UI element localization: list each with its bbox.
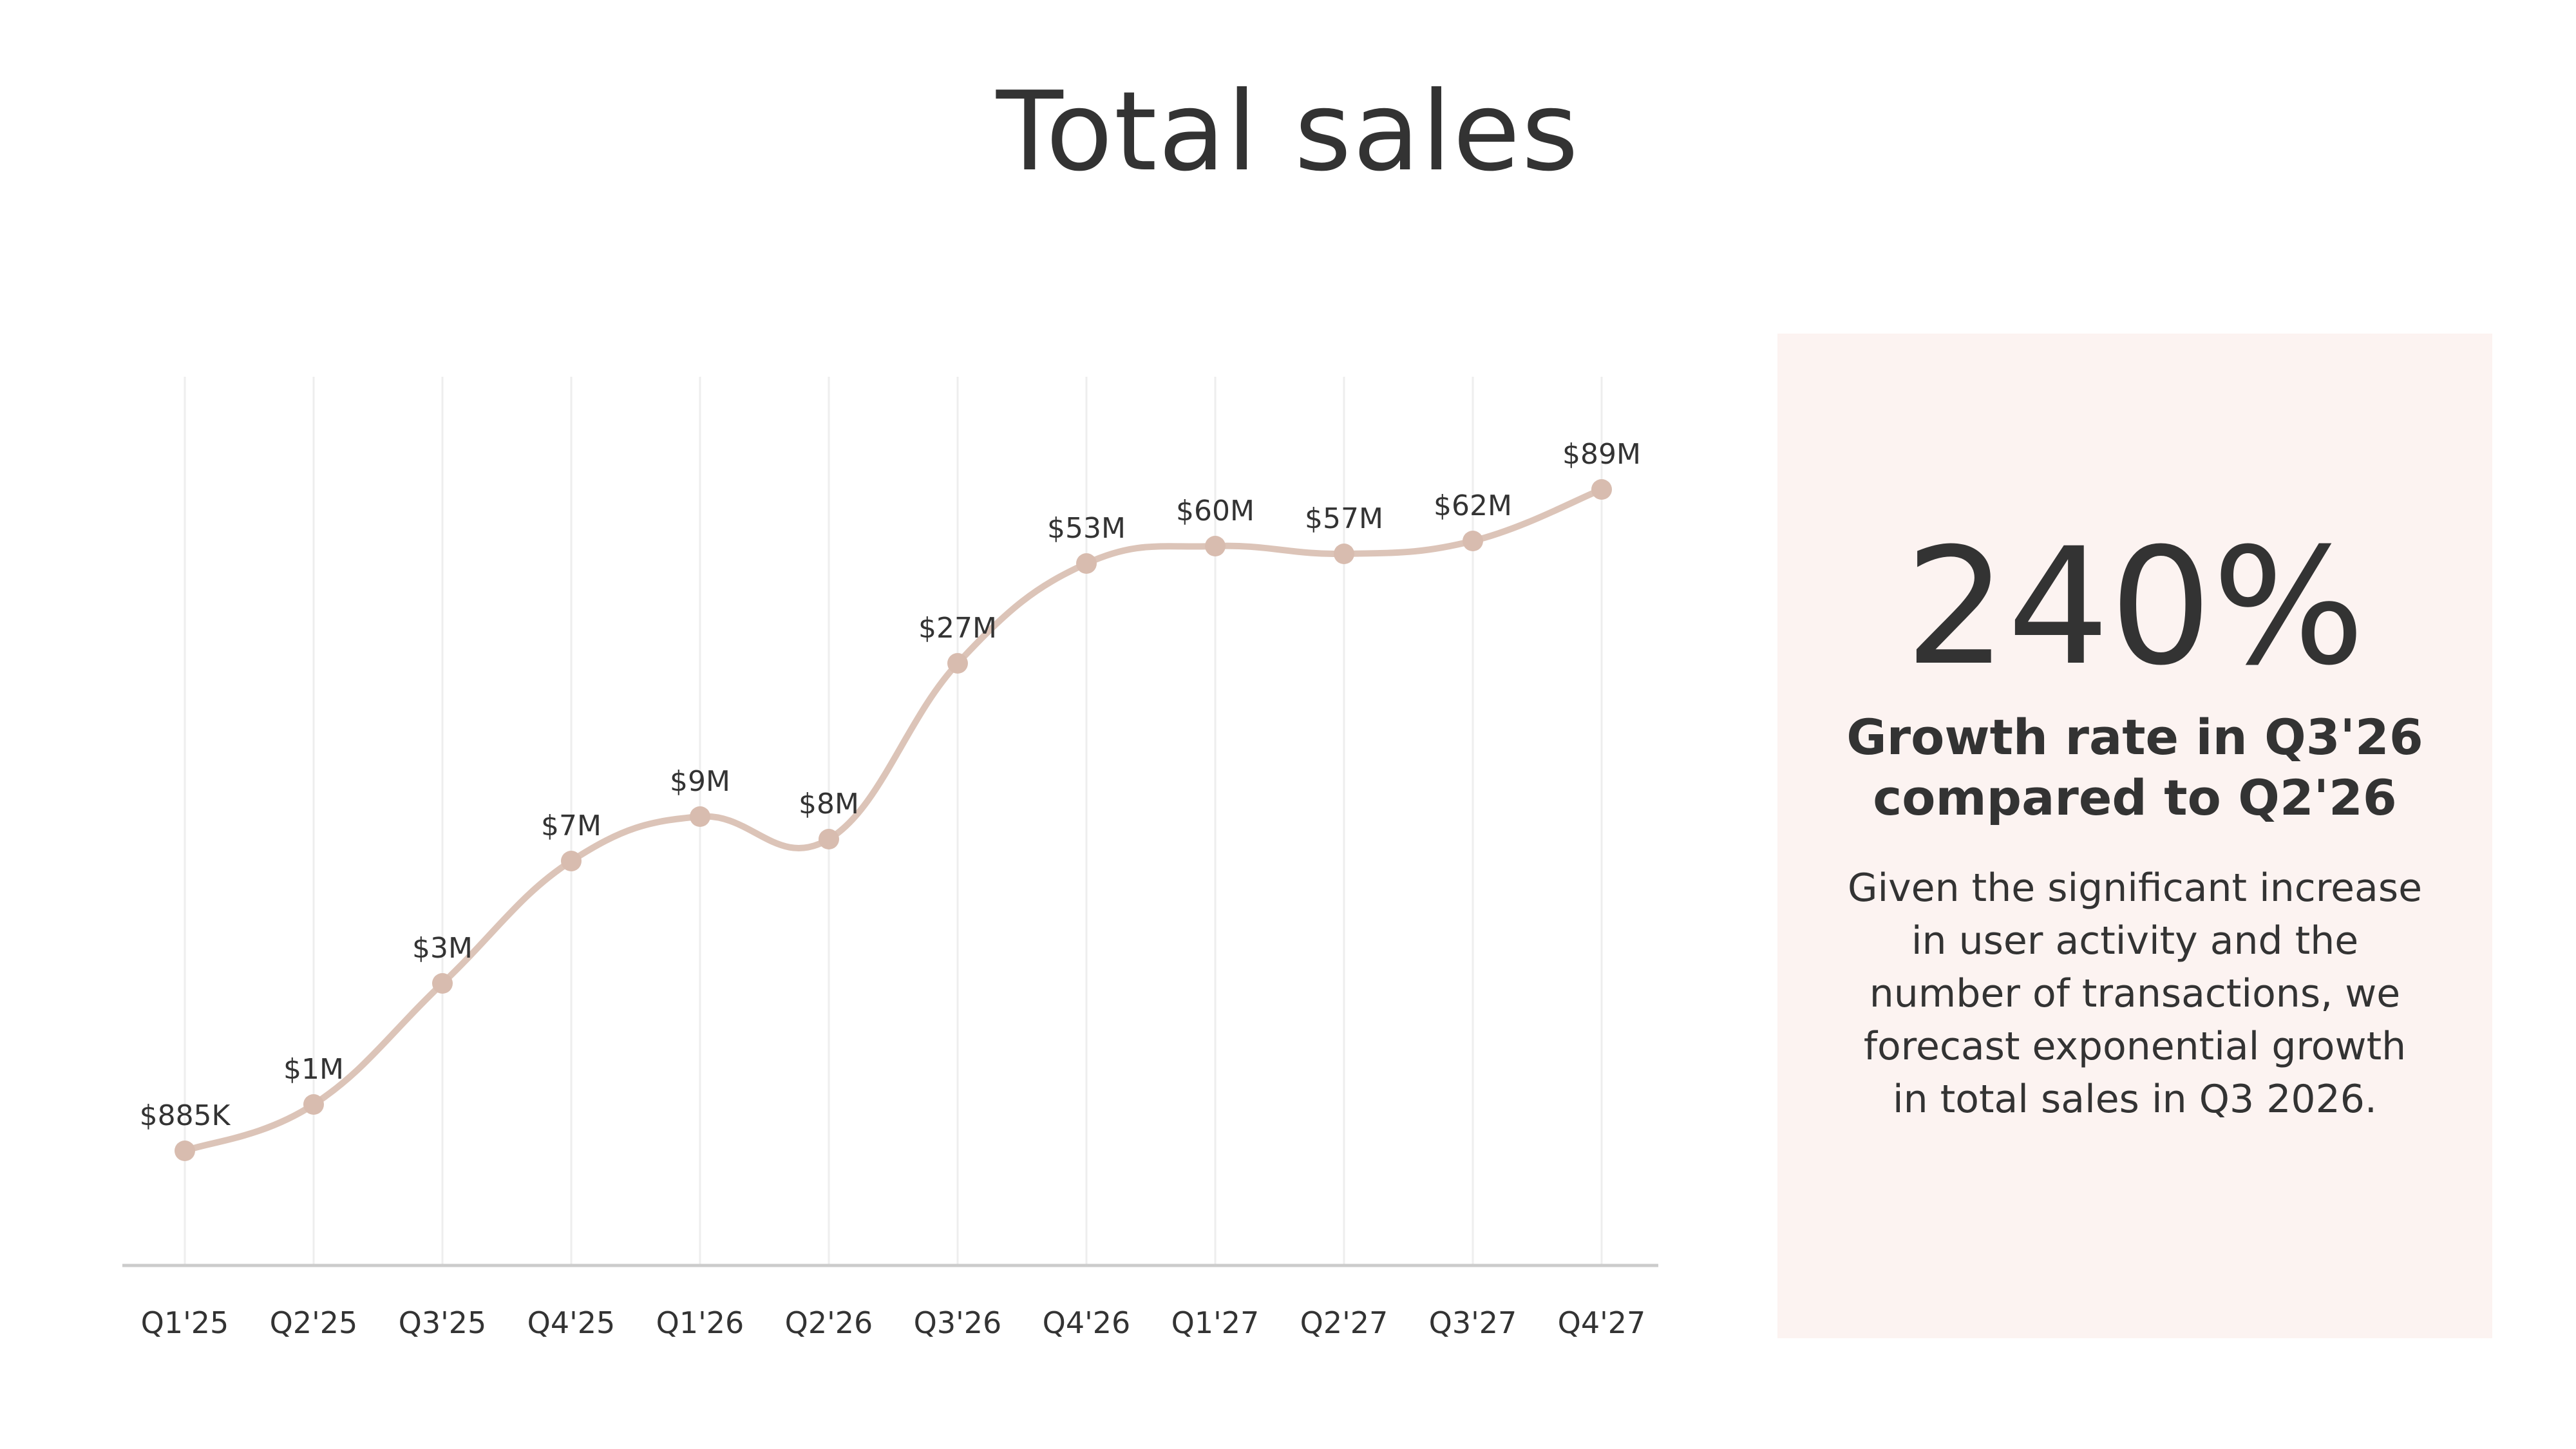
data-point — [690, 806, 710, 827]
data-point — [561, 851, 582, 871]
x-tick-label: Q4'26 — [1043, 1305, 1131, 1340]
data-point — [1463, 531, 1483, 551]
data-point — [1591, 479, 1612, 500]
data-point — [1205, 536, 1226, 556]
data-labels: $885K $1M $3M $7M $9M $8M $27M $53M $60M $57M $62M… — [140, 438, 1641, 1132]
data-label: $8M — [799, 788, 859, 820]
data-label: $53M — [1047, 512, 1126, 545]
description-line: Given the significant increase — [1847, 866, 2422, 911]
insight-panel: 240% Growth rate in Q3'26 compared to Q2… — [1777, 334, 2492, 1338]
data-label: $60M — [1176, 495, 1255, 527]
data-label: $1M — [283, 1053, 344, 1086]
data-point — [1334, 544, 1354, 564]
data-point — [819, 829, 839, 849]
growth-subtitle: Growth rate in Q3'26 compared to Q2'26 — [1777, 707, 2492, 828]
description-line: number of transactions, we — [1869, 971, 2401, 1016]
data-points — [175, 479, 1612, 1161]
description-line: forecast exponential growth — [1863, 1024, 2407, 1069]
x-tick-label: Q4'25 — [527, 1305, 616, 1340]
x-tick-labels: Q1'25 Q2'25 Q3'25 Q4'25 Q1'26 Q2'26 Q3'26 Q4'26… — [141, 1305, 1646, 1340]
data-label: $62M — [1434, 489, 1512, 522]
description-line: in user activity and the — [1911, 918, 2359, 963]
growth-stat: 240% — [1904, 513, 2365, 701]
x-tick-label: Q2'27 — [1300, 1305, 1388, 1340]
x-tick-label: Q4'27 — [1558, 1305, 1646, 1340]
data-label: $57M — [1305, 502, 1383, 535]
data-label: $3M — [412, 932, 473, 965]
data-point — [432, 973, 453, 994]
subtitle-line: Growth rate in Q3'26 — [1846, 708, 2423, 766]
x-tick-label: Q2'26 — [785, 1305, 873, 1340]
x-tick-label: Q1'25 — [141, 1305, 229, 1340]
x-tick-label: Q3'26 — [914, 1305, 1002, 1340]
x-tick-label: Q3'27 — [1429, 1305, 1517, 1340]
description-line: in total sales in Q3 2026. — [1893, 1077, 2377, 1122]
data-label: $89M — [1562, 438, 1641, 471]
data-label: $7M — [541, 810, 601, 842]
data-point — [175, 1141, 195, 1161]
subtitle-line: compared to Q2'26 — [1873, 769, 2397, 826]
chart-title: Total sales — [996, 68, 1580, 196]
x-tick-label: Q2'25 — [270, 1305, 358, 1340]
data-label: $27M — [918, 612, 997, 645]
data-point — [1076, 553, 1097, 574]
x-tick-label: Q1'27 — [1171, 1305, 1260, 1340]
x-tick-label: Q1'26 — [656, 1305, 744, 1340]
data-label: $885K — [140, 1099, 231, 1132]
forecast-description: Given the significant increase in user a… — [1829, 862, 2441, 1126]
data-point — [303, 1094, 324, 1115]
data-label: $9M — [670, 765, 730, 798]
x-tick-label: Q3'25 — [399, 1305, 487, 1340]
sales-line — [182, 486, 1605, 1154]
vertical-gridlines — [184, 377, 1603, 1265]
data-point — [947, 653, 968, 674]
